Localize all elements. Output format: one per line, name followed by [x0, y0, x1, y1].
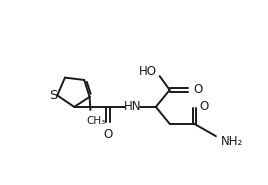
Text: O: O	[200, 100, 209, 113]
Text: HO: HO	[139, 65, 157, 78]
Text: NH₂: NH₂	[221, 135, 243, 148]
Text: CH₃: CH₃	[86, 116, 105, 126]
Text: HN: HN	[124, 100, 142, 113]
Text: S: S	[49, 89, 58, 102]
Text: O: O	[193, 83, 203, 96]
Text: O: O	[103, 128, 113, 142]
